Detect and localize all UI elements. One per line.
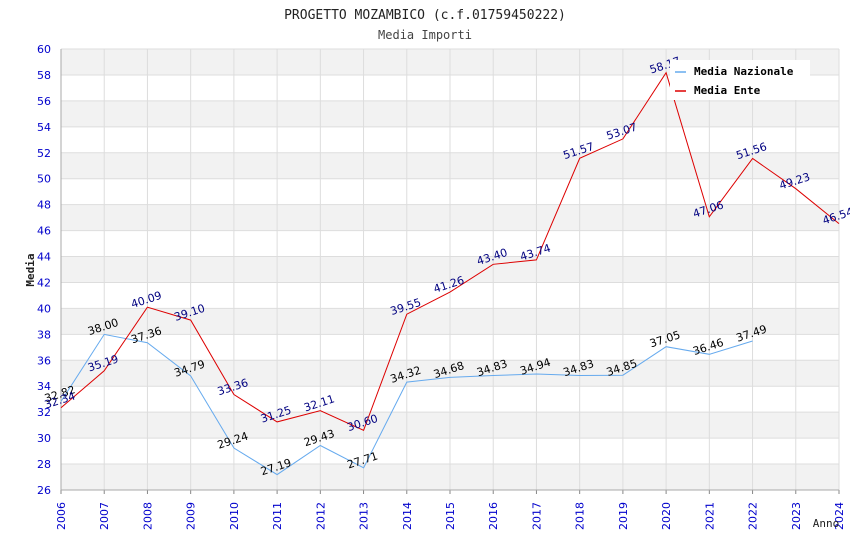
series-lines (60, 71, 840, 476)
x-tick-label: 2018 (574, 502, 587, 530)
legend: Media Nazionale Media Ente (670, 60, 810, 100)
y-tick-label: 52 (37, 147, 51, 160)
y-tick-label: 36 (37, 354, 51, 367)
x-tick-label: 2014 (401, 502, 414, 530)
x-tick-label: 2011 (271, 502, 284, 530)
chart-title: PROGETTO MOZAMBICO (c.f.01759450222) (284, 8, 566, 23)
y-tick-label: 40 (37, 302, 51, 315)
x-tick-label: 2008 (141, 502, 154, 530)
legend-box (670, 60, 810, 100)
x-tick-label: 2006 (55, 502, 68, 530)
x-tick-label: 2023 (790, 502, 803, 530)
x-tick-label: 2024 (833, 502, 846, 530)
y-tick-label: 56 (37, 95, 51, 108)
chart-subtitle: Media Importi (378, 28, 472, 42)
y-tick-label: 60 (37, 43, 51, 56)
y-tick-label: 42 (37, 276, 51, 289)
x-tick-label: 2019 (617, 502, 630, 530)
x-tick-label: 2017 (530, 502, 543, 530)
x-tick-label: 2013 (358, 502, 371, 530)
x-tick-label: 2020 (660, 502, 673, 530)
y-axis-label: Media (24, 253, 37, 286)
y-tick-label: 46 (37, 225, 51, 238)
y-tick-label: 38 (37, 328, 51, 341)
series-line-1 (60, 71, 840, 431)
x-tick-label: 2012 (314, 502, 327, 530)
x-tick-label: 2016 (487, 502, 500, 530)
grid-lines (60, 48, 840, 494)
y-tick-label: 48 (37, 199, 51, 212)
y-tick-label: 50 (37, 173, 51, 186)
x-tick-label: 2009 (185, 502, 198, 530)
x-tick-labels: 2006 2007 2008 2009 2010 2011 2012 2013 2014 2015… (55, 502, 846, 530)
legend-label-nazionale: Media Nazionale (694, 65, 794, 78)
data-label: 36.46 (691, 336, 725, 358)
series-line-0 (60, 333, 753, 476)
y-tick-label: 30 (37, 432, 51, 445)
y-tick-labels: 26 28 30 32 34 36 38 40 42 44 46 48 50 52 54 56 58 60 (37, 43, 51, 497)
axes (60, 49, 839, 491)
y-tick-label: 34 (37, 380, 51, 393)
y-tick-label: 28 (37, 458, 51, 471)
y-tick-label: 58 (37, 69, 51, 82)
y-tick-label: 54 (37, 121, 51, 134)
y-tick-label: 32 (37, 406, 51, 419)
data-label: 40.09 (129, 289, 163, 311)
x-tick-label: 2022 (747, 502, 760, 530)
x-tick-label: 2021 (703, 502, 716, 530)
y-tick-label: 44 (37, 251, 51, 264)
y-tick-label: 26 (37, 484, 51, 497)
legend-label-ente: Media Ente (694, 84, 761, 97)
x-tick-label: 2015 (444, 502, 457, 530)
x-axis-label: Anno (813, 517, 840, 530)
x-tick-label: 2007 (98, 502, 111, 530)
x-tick-label: 2010 (228, 502, 241, 530)
